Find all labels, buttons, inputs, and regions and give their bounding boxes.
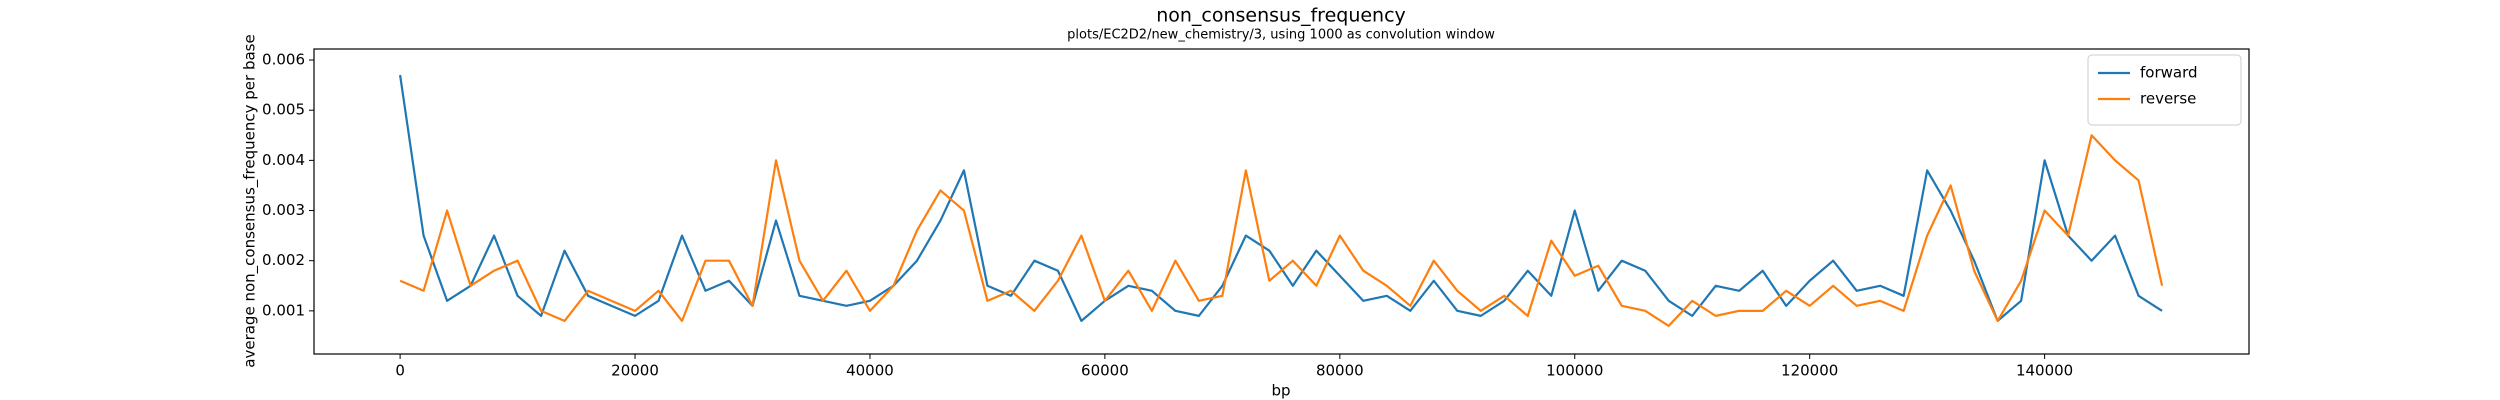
y-tick-label: 0.003 (262, 201, 305, 219)
x-axis-label: bp (1271, 382, 1290, 400)
x-tick-label: 80000 (1316, 362, 1364, 380)
y-axis-label: average non_consensus_frequency per base (241, 34, 260, 367)
x-tick-label: 0 (395, 362, 405, 380)
y-tick-label: 0.001 (262, 301, 305, 319)
legend-label: forward (2140, 64, 2198, 82)
x-tick-label: 140000 (2016, 362, 2073, 380)
x-tick-label: 100000 (1546, 362, 1603, 380)
chart-title: non_consensus_frequency (1156, 5, 1406, 27)
x-tick-label: 60000 (1081, 362, 1129, 380)
y-tick-label: 0.005 (262, 101, 305, 119)
x-tick-label: 20000 (611, 362, 659, 380)
x-tick-label: 40000 (846, 362, 894, 380)
y-tick-label: 0.004 (262, 151, 305, 169)
legend-label: reverse (2140, 90, 2196, 108)
series-line (399, 74, 2163, 322)
y-tick-label: 0.002 (262, 251, 305, 269)
y-tick-label: 0.006 (262, 51, 305, 69)
chart-subtitle: plots/EC2D2/new_chemistry/3, using 1000 … (1067, 28, 1495, 43)
x-tick-label: 120000 (1781, 362, 1838, 380)
plot-frame (313, 48, 2250, 355)
series-line (399, 134, 2164, 328)
